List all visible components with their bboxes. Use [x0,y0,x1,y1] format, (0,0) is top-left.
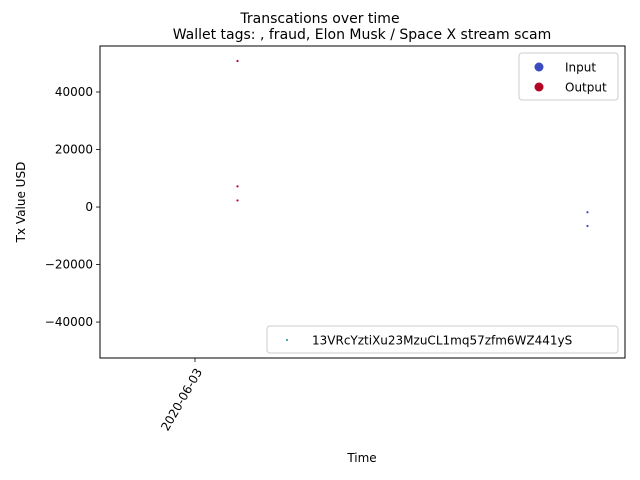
data-points [236,59,589,228]
y-tick-label: 0 [85,200,93,214]
data-point-input [586,224,589,228]
plot-frame [99,45,626,359]
y-axis-label: Tx Value USD [14,162,28,244]
data-point-input [586,211,589,214]
data-point-output [236,185,239,188]
legend-label-output: Output [565,81,607,95]
data-point-output [236,199,239,202]
legend-marker-output [534,82,544,92]
legend-marker-address [286,339,288,341]
legend-box [518,52,619,101]
y-tick-label: −40000 [45,315,93,329]
legend-label-address: 13VRcYztiXu23MzuCL1mq57zfm6WZ441yS [312,334,572,348]
x-axis-label: Time [346,451,376,465]
x-axis: 2020-06-03 [158,358,205,433]
legend-top-right: Input Output [518,52,619,101]
chart-title: Wallet tags: , fraud, Elon Musk / Space … [173,27,552,43]
y-tick-label: 40000 [55,85,93,99]
y-axis: −40000 −20000 0 20000 40000 [45,85,100,329]
chart-suptitle: Transcations over time [239,11,399,27]
y-tick-label: −20000 [45,258,93,272]
data-point-output [236,59,239,63]
legend-marker-input [534,62,544,72]
x-tick-label: 2020-06-03 [158,366,205,433]
legend-bottom-right: 13VRcYztiXu23MzuCL1mq57zfm6WZ441yS [266,325,619,354]
y-tick-label: 20000 [55,143,93,157]
legend-box [266,325,619,354]
plot-area [99,45,626,359]
legend-label-input: Input [565,61,596,75]
